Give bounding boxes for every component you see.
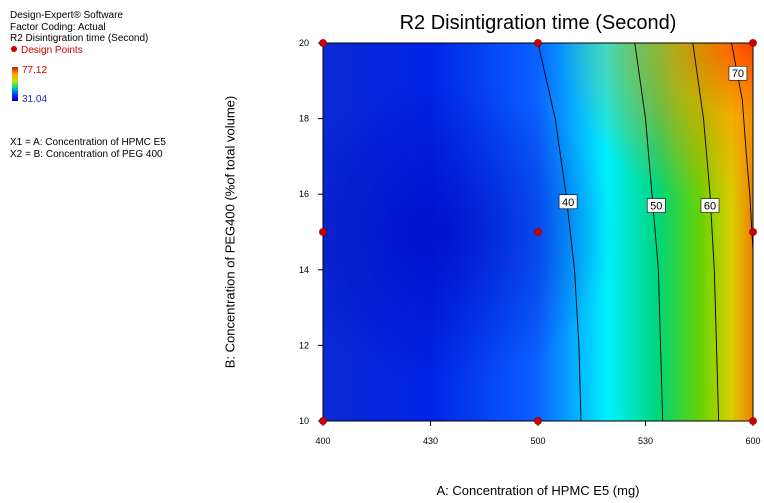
y-tick-label: 18 <box>299 114 309 124</box>
x-tick-label: 600 <box>745 436 760 446</box>
contour-label-40: 40 <box>558 194 578 210</box>
x-tick-label: 430 <box>423 436 438 446</box>
contour-label-50: 50 <box>646 198 666 213</box>
design-point <box>319 417 327 425</box>
y-tick-label: 12 <box>299 340 309 350</box>
design-point <box>749 39 757 47</box>
design-point <box>319 39 327 47</box>
contour-label-box <box>558 194 578 210</box>
x-tick-label: 400 <box>315 436 330 446</box>
contour-line-40 <box>537 43 582 421</box>
design-points-legend: Design Points <box>10 45 148 57</box>
design-points <box>319 39 757 425</box>
y-tick-label: 14 <box>299 265 309 275</box>
x-tick-label: 500 <box>530 436 545 446</box>
design-point <box>534 417 542 425</box>
color-scale-min: 31.04 <box>22 94 48 105</box>
contour-label-text: 70 <box>732 68 744 80</box>
x-axis-label: A: Concentration of HPMC E5 (mg) <box>436 483 640 498</box>
contour-lines <box>537 43 753 421</box>
design-point <box>534 39 542 47</box>
design-point-icon <box>11 46 17 53</box>
contour-label-70: 70 <box>728 65 748 81</box>
contour-label-box <box>646 198 666 213</box>
info-panel: Design-Expert® Software Factor Coding: A… <box>10 10 148 56</box>
contour-line-60 <box>692 43 720 421</box>
x-tick-label: 530 <box>638 436 653 446</box>
design-point <box>749 228 757 236</box>
design-points-label: Design Points <box>21 44 83 56</box>
contour-label-60: 60 <box>700 198 720 213</box>
contour-label-text: 60 <box>704 201 716 213</box>
chart-title: R2 Disintigration time (Second) <box>399 12 677 34</box>
contour-label-text: 50 <box>650 201 662 213</box>
contour-label-text: 40 <box>562 197 574 209</box>
contour-label-box <box>728 65 748 81</box>
design-point <box>534 228 542 236</box>
y-tick-label: 16 <box>299 189 309 199</box>
response-name: R2 Disintigration time (Second) <box>10 33 149 44</box>
contour-label-box <box>700 198 720 213</box>
y-tick-label: 10 <box>299 416 309 426</box>
color-scale-max: 77.12 <box>22 65 48 76</box>
design-point <box>319 228 327 236</box>
y-tick-label: 20 <box>299 38 309 48</box>
design-point <box>749 417 757 425</box>
contour-line-50 <box>634 43 664 421</box>
software-name: Design-Expert® Software <box>10 10 123 21</box>
factor-x1-label: X1 = A: Concentration of HPMC E5 <box>10 137 166 148</box>
contour-labels: 40 50 60 70 <box>558 65 748 213</box>
factor-x2-label: X2 = B: Concentration of PEG 400 <box>10 149 163 160</box>
factor-coding: Factor Coding: Actual <box>10 21 106 33</box>
color-scale-bar <box>12 67 18 101</box>
